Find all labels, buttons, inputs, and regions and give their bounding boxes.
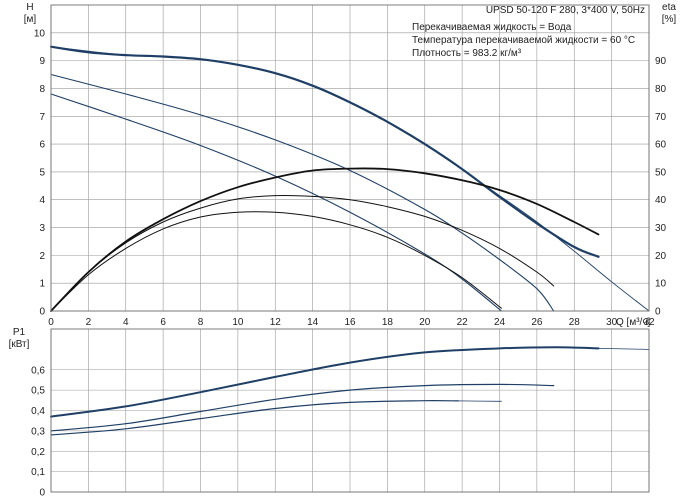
y-tick-label: 0 [39, 307, 45, 318]
y2-tick-label: 70 [655, 112, 667, 123]
y-tick-label: 10 [34, 28, 46, 39]
x-tick-label: 10 [232, 317, 244, 328]
x-tick-label: 6 [160, 317, 166, 328]
power-y-tick-label: 0,6 [31, 365, 45, 376]
x-tick-label: 18 [382, 317, 394, 328]
info-line-temperature: Температура перекачиваемой жидкости = 60… [412, 35, 635, 46]
x-tick-label: 26 [531, 317, 543, 328]
head-axis-label: H [м] [24, 2, 37, 25]
y-tick-label: 1 [39, 279, 45, 290]
x-tick-label: 0 [48, 317, 54, 328]
power-curve-0 [50, 346, 600, 418]
power-curve-1 [598, 348, 650, 350]
bottom-chart-ticks: 0 0,1 0,2 0,3 0,4 0,5 0,6 [31, 365, 45, 498]
power-y-tick-label: 0,4 [31, 406, 45, 417]
x-tick-label: 20 [419, 317, 431, 328]
efficiency-axis-label: eta [%] [662, 2, 677, 25]
efficiency-curve-1 [50, 194, 555, 312]
power-y-tick-label: 0,3 [31, 426, 45, 437]
x-tick-label: 14 [307, 317, 319, 328]
power-y-tick-label: 0 [39, 488, 45, 499]
x-tick-label: 12 [270, 317, 282, 328]
power-y-tick-label: 0,2 [31, 447, 45, 458]
x-tick-label: 32 [643, 317, 655, 328]
top-axis-labels: H [м] eta [%] Q [м³/ч] [24, 2, 677, 328]
head-curve-1 [50, 46, 650, 312]
info-line-density: Плотность = 983.2 кг/м³ [412, 48, 522, 59]
power-axis-label: P1 [кВт] [9, 327, 30, 350]
top-chart-grid [50, 5, 650, 312]
y2-tick-label: 40 [655, 195, 667, 206]
y2-tick-label: 90 [655, 56, 667, 67]
power-y-tick-label: 0,5 [31, 386, 45, 397]
y2-tick-label: 30 [655, 223, 667, 234]
x-tick-label: 28 [569, 317, 581, 328]
top-chart-ticks: 0 2 4 6 8 10 12 14 16 18 20 22 24 26 28 30 3201234567891… [34, 28, 667, 328]
power-curve-2 [50, 383, 555, 432]
flow-axis-label: Q [м³/ч] [616, 317, 651, 328]
x-tick-label: 4 [123, 317, 129, 328]
top-chart-frame [50, 4, 650, 312]
y2-tick-label: 0 [655, 307, 661, 318]
y-tick-label: 4 [39, 195, 45, 206]
y2-tick-label: 80 [655, 84, 667, 95]
power-curve-3 [50, 400, 459, 436]
head-curve-0 [49, 45, 600, 258]
y2-tick-label: 10 [655, 279, 667, 290]
y-tick-label: 7 [39, 112, 45, 123]
y2-tick-label: 50 [655, 167, 667, 178]
x-tick-label: 22 [457, 317, 469, 328]
bottom-chart-grid [50, 329, 650, 493]
y-tick-label: 9 [39, 56, 45, 67]
y-tick-label: 8 [39, 84, 45, 95]
info-line-fluid: Перекачиваемая жидкость = Вода [412, 22, 572, 33]
head-curve-2 [50, 73, 555, 312]
x-tick-label: 16 [344, 317, 356, 328]
top-chart-curves [49, 45, 650, 312]
head-curve-3 [50, 93, 502, 312]
bottom-axis-labels: P1 [кВт] [9, 327, 30, 350]
y2-tick-label: 20 [655, 251, 667, 262]
efficiency-curve-0 [50, 167, 600, 312]
efficiency-curve-2 [50, 211, 502, 312]
x-tick-label: 8 [198, 317, 204, 328]
y-tick-label: 3 [39, 223, 45, 234]
chart-title: UPSD 50-120 F 280, 3*400 V, 50Hz [486, 5, 645, 16]
y2-tick-label: 60 [655, 140, 667, 151]
bottom-chart-frame [50, 328, 650, 493]
bottom-chart-curves [50, 346, 650, 436]
y-tick-label: 6 [39, 140, 45, 151]
x-tick-label: 24 [494, 317, 506, 328]
y-tick-label: 2 [39, 251, 45, 262]
power-y-tick-label: 0,1 [31, 467, 45, 478]
y-tick-label: 5 [39, 167, 45, 178]
x-tick-label: 30 [606, 317, 618, 328]
x-tick-label: 2 [86, 317, 92, 328]
